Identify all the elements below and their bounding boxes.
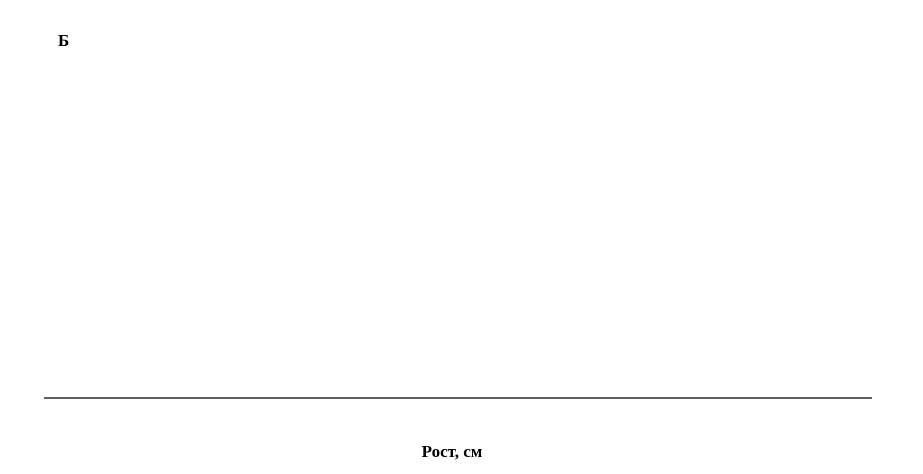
x-axis-label: Рост, см (422, 442, 483, 461)
panel-label: Б (58, 31, 69, 50)
